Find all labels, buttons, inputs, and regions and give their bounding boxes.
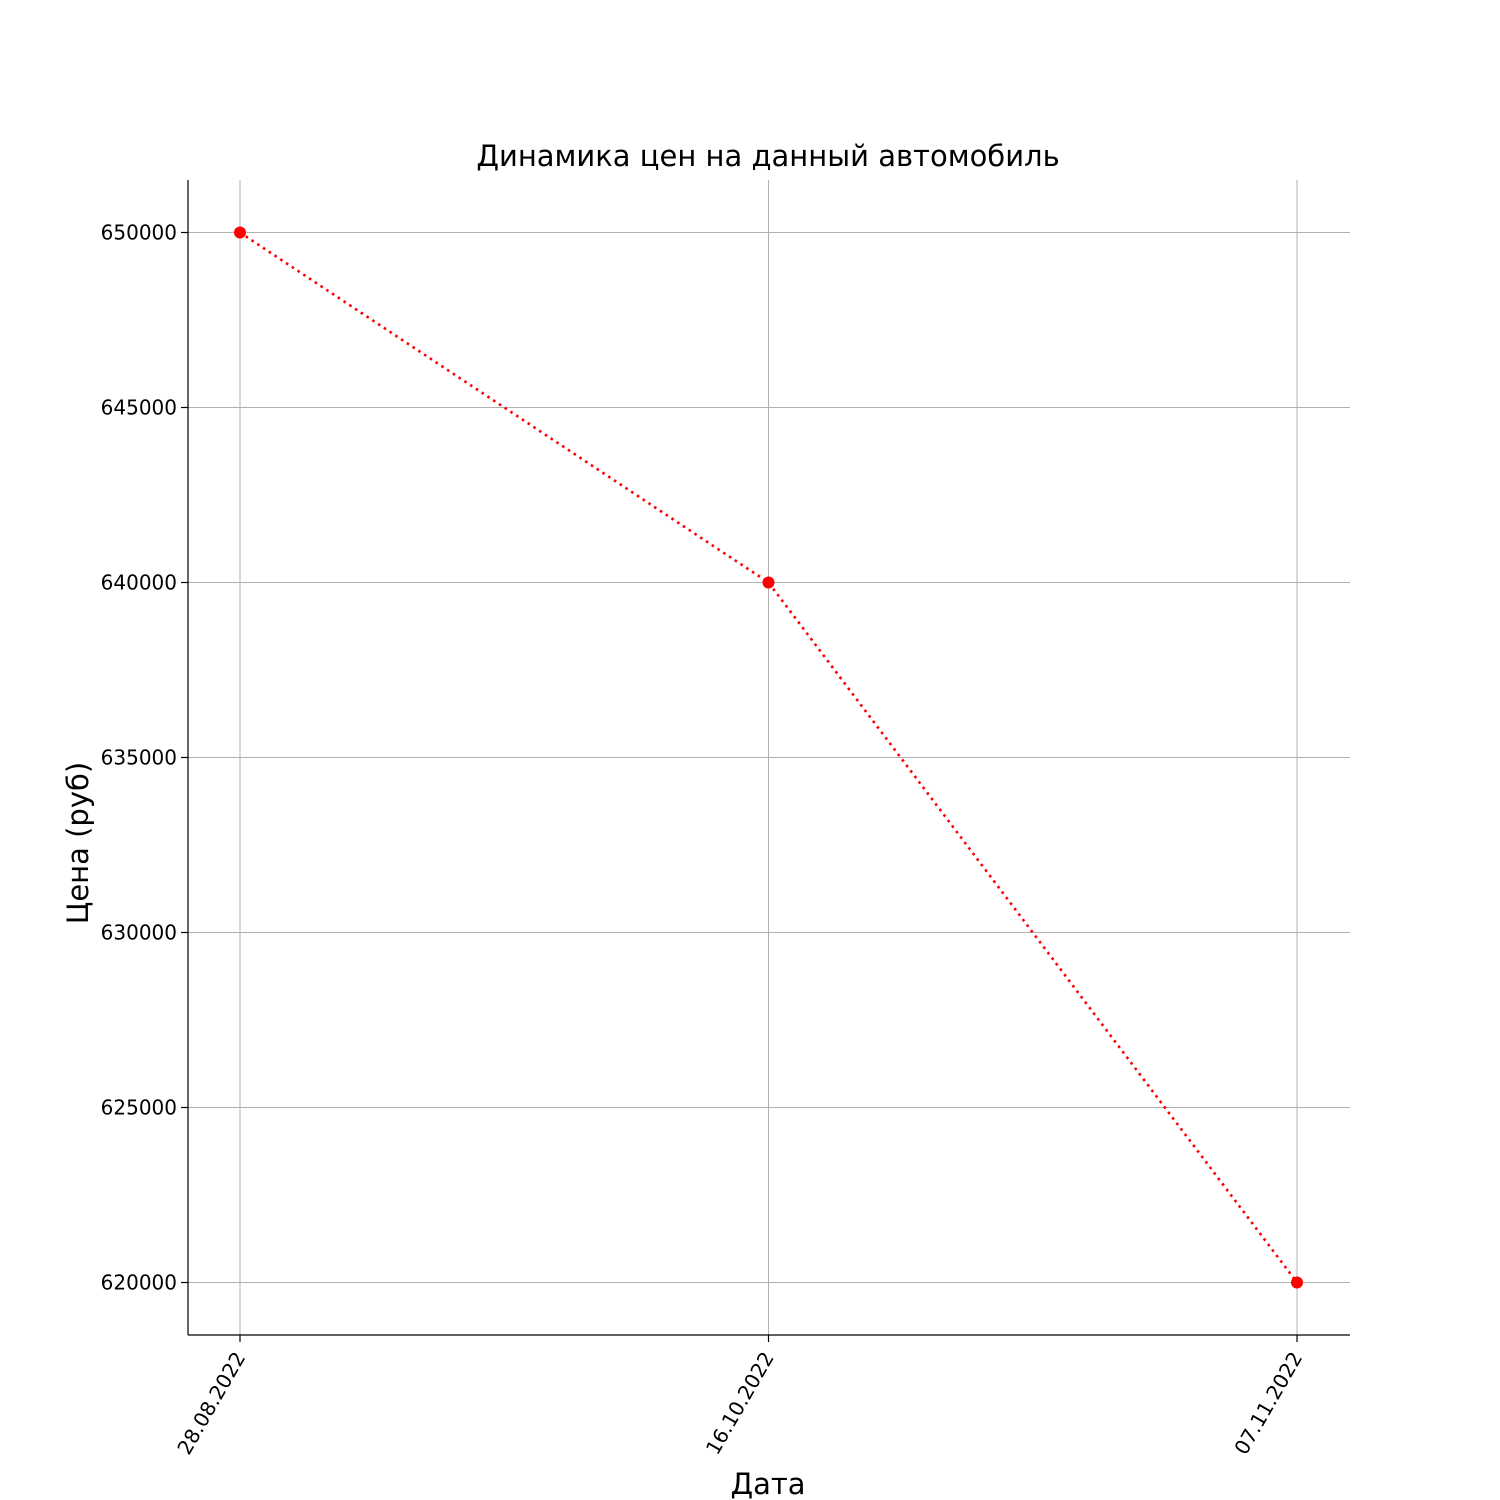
ticks: 620000 625000 630000 635000 640000 645000 6500… [101, 221, 1308, 1459]
x-tick-label: 07.11.2022 [1229, 1348, 1307, 1459]
x-tick-label: 16.10.2022 [701, 1348, 779, 1459]
data-point [234, 226, 246, 239]
y-tick-label: 630000 [101, 921, 177, 945]
y-tick-label: 640000 [101, 571, 177, 595]
x-axis-label: Дата [730, 1467, 805, 1500]
y-tick-label: 625000 [101, 1096, 177, 1120]
grid [188, 180, 1350, 1335]
data-point [1291, 1276, 1303, 1289]
y-tick-label: 645000 [101, 396, 177, 420]
y-tick-label: 620000 [101, 1271, 177, 1295]
y-tick-label: 650000 [101, 221, 177, 245]
chart-title: Динамика цен на данный автомобиль [476, 139, 1059, 173]
y-axis-label: Цена (руб) [61, 762, 95, 924]
x-tick-label: 28.08.2022 [172, 1348, 250, 1459]
series [234, 226, 1303, 1289]
y-tick-label: 635000 [101, 746, 177, 770]
data-point [762, 576, 775, 589]
